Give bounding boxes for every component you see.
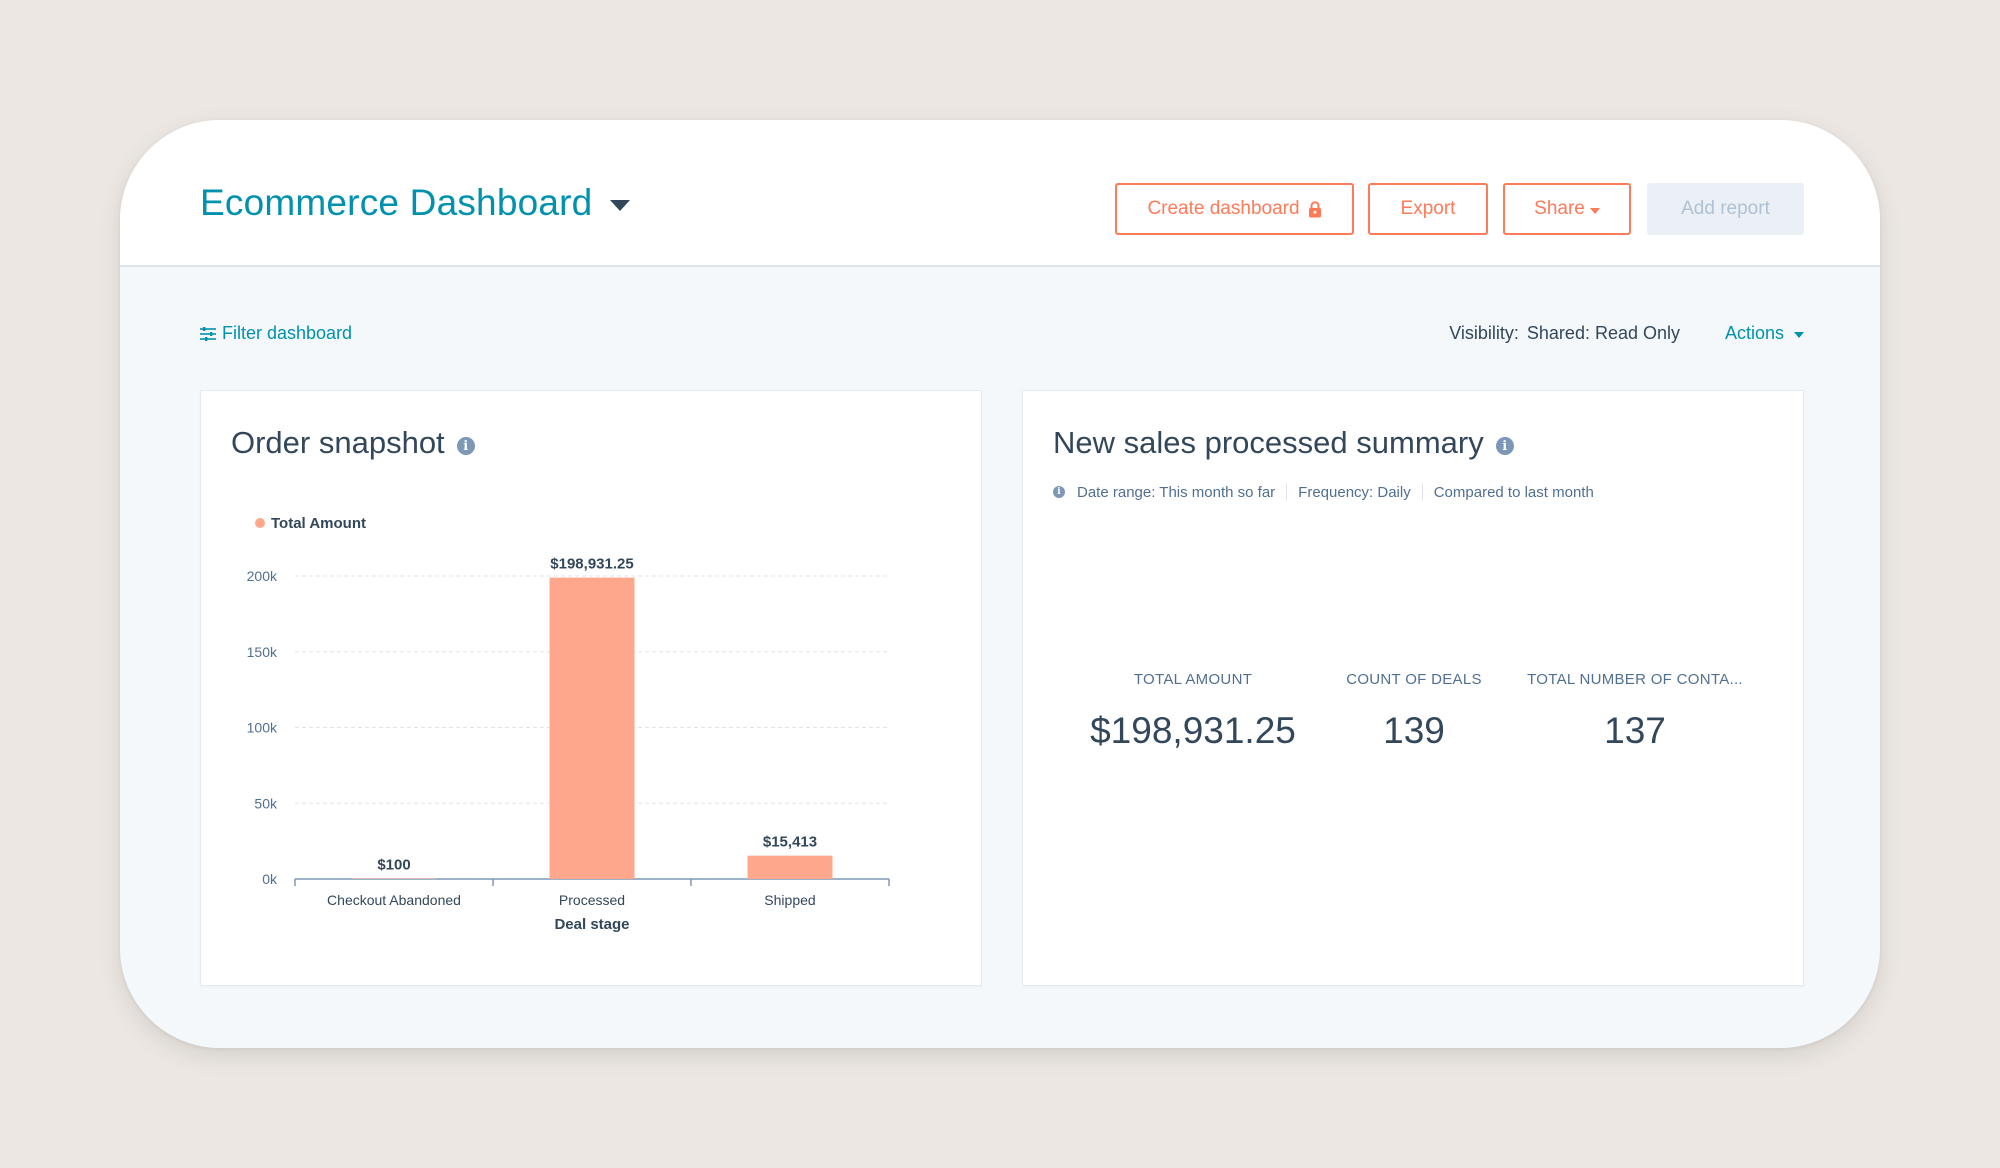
compared-text: Compared to last month xyxy=(1433,483,1594,501)
data-label: $100 xyxy=(377,857,410,874)
dashboard-header: Ecommerce Dashboard Create dashboard Exp… xyxy=(120,120,1880,267)
dashboard-selector[interactable]: Ecommerce Dashboard xyxy=(200,182,631,224)
data-label: $15,413 xyxy=(763,834,817,851)
kpi-label: TOTAL AMOUNT xyxy=(1133,671,1253,688)
share-label: Share xyxy=(1534,198,1585,219)
data-label: $198,931.25 xyxy=(550,556,633,573)
visibility-status: Visibility: Shared: Read Only xyxy=(1449,323,1680,344)
kpi-value: $198,931.25 xyxy=(1090,710,1296,751)
filter-dashboard-label: Filter dashboard xyxy=(222,323,353,343)
visibility-label: Visibility: xyxy=(1449,323,1519,343)
divider xyxy=(1421,483,1423,501)
summary-title-text: New sales processed summary xyxy=(1053,425,1484,460)
create-dashboard-button[interactable]: Create dashboard xyxy=(1115,183,1354,235)
kpi-row: TOTAL AMOUNT $198,931.25 COUNT OF DEALS … xyxy=(1023,671,1805,791)
y-tick-label: 0k xyxy=(262,871,278,887)
order-snapshot-chart: Total Amount 0k 50k 100k 150k 200k $100 Checkou… xyxy=(247,515,890,933)
create-dashboard-label: Create dashboard xyxy=(1147,198,1300,219)
x-tick-label: Checkout Abandoned xyxy=(327,892,461,908)
summary-meta: i Date range: This month so far Frequenc… xyxy=(1053,483,1594,501)
export-label: Export xyxy=(1400,198,1456,219)
filter-sliders-icon xyxy=(200,326,216,341)
kpi-label: COUNT OF DEALS xyxy=(1346,671,1482,688)
kpi-value: 139 xyxy=(1383,710,1445,751)
kpi-count-of-deals: COUNT OF DEALS 139 xyxy=(1299,671,1529,752)
dashboard-title: Ecommerce Dashboard xyxy=(200,182,593,223)
kpi-label: TOTAL NUMBER OF CONTA... xyxy=(1527,671,1743,688)
actions-dropdown[interactable]: Actions xyxy=(1725,323,1804,344)
x-tick-label: Shipped xyxy=(764,892,815,908)
dashboard-toolbar: Filter dashboard Visibility: Shared: Read… xyxy=(200,320,1804,350)
info-icon[interactable]: i xyxy=(456,437,475,455)
x-tick-label: Processed xyxy=(559,892,625,908)
x-axis-title: Deal stage xyxy=(554,916,629,933)
actions-label: Actions xyxy=(1724,323,1784,343)
share-button[interactable]: Share xyxy=(1503,183,1631,235)
chevron-down-icon xyxy=(610,199,631,211)
y-tick-label: 200k xyxy=(247,568,278,584)
divider xyxy=(1286,483,1288,501)
y-tick-label: 50k xyxy=(254,795,278,811)
caret-down-icon xyxy=(1589,207,1600,214)
kpi-value: 137 xyxy=(1604,710,1666,751)
app-window: Ecommerce Dashboard Create dashboard Exp… xyxy=(120,120,1880,1048)
legend-swatch xyxy=(255,518,265,528)
kpi-total-contacts: TOTAL NUMBER OF CONTA... 137 xyxy=(1520,671,1750,752)
new-sales-summary-card: New sales processed summary i i Date ran… xyxy=(1022,390,1804,986)
kpi-total-amount: TOTAL AMOUNT $198,931.25 xyxy=(1078,671,1308,752)
caret-down-icon xyxy=(1794,332,1804,338)
filter-dashboard-link[interactable]: Filter dashboard xyxy=(200,323,352,344)
order-snapshot-title-text: Order snapshot xyxy=(231,425,445,460)
frequency-text: Frequency: Daily xyxy=(1298,483,1411,501)
export-button[interactable]: Export xyxy=(1368,183,1488,235)
bar xyxy=(351,878,437,879)
visibility-value: Shared: Read Only xyxy=(1526,323,1680,343)
y-tick-label: 100k xyxy=(247,720,278,736)
info-icon: i xyxy=(1053,486,1065,498)
legend-label: Total Amount xyxy=(271,515,366,532)
order-snapshot-title: Order snapshot i xyxy=(231,425,475,461)
lock-icon xyxy=(1308,200,1322,218)
bar xyxy=(747,855,833,879)
bar xyxy=(549,577,635,879)
summary-title: New sales processed summary i xyxy=(1053,425,1514,461)
order-snapshot-card: Order snapshot i Total Amount 0k 50k 100k 15… xyxy=(200,390,982,986)
y-tick-label: 150k xyxy=(247,644,278,660)
date-range-text: Date range: This month so far xyxy=(1077,483,1276,501)
add-report-button[interactable]: Add report xyxy=(1647,183,1804,235)
info-icon[interactable]: i xyxy=(1495,437,1514,455)
add-report-label: Add report xyxy=(1681,198,1770,219)
